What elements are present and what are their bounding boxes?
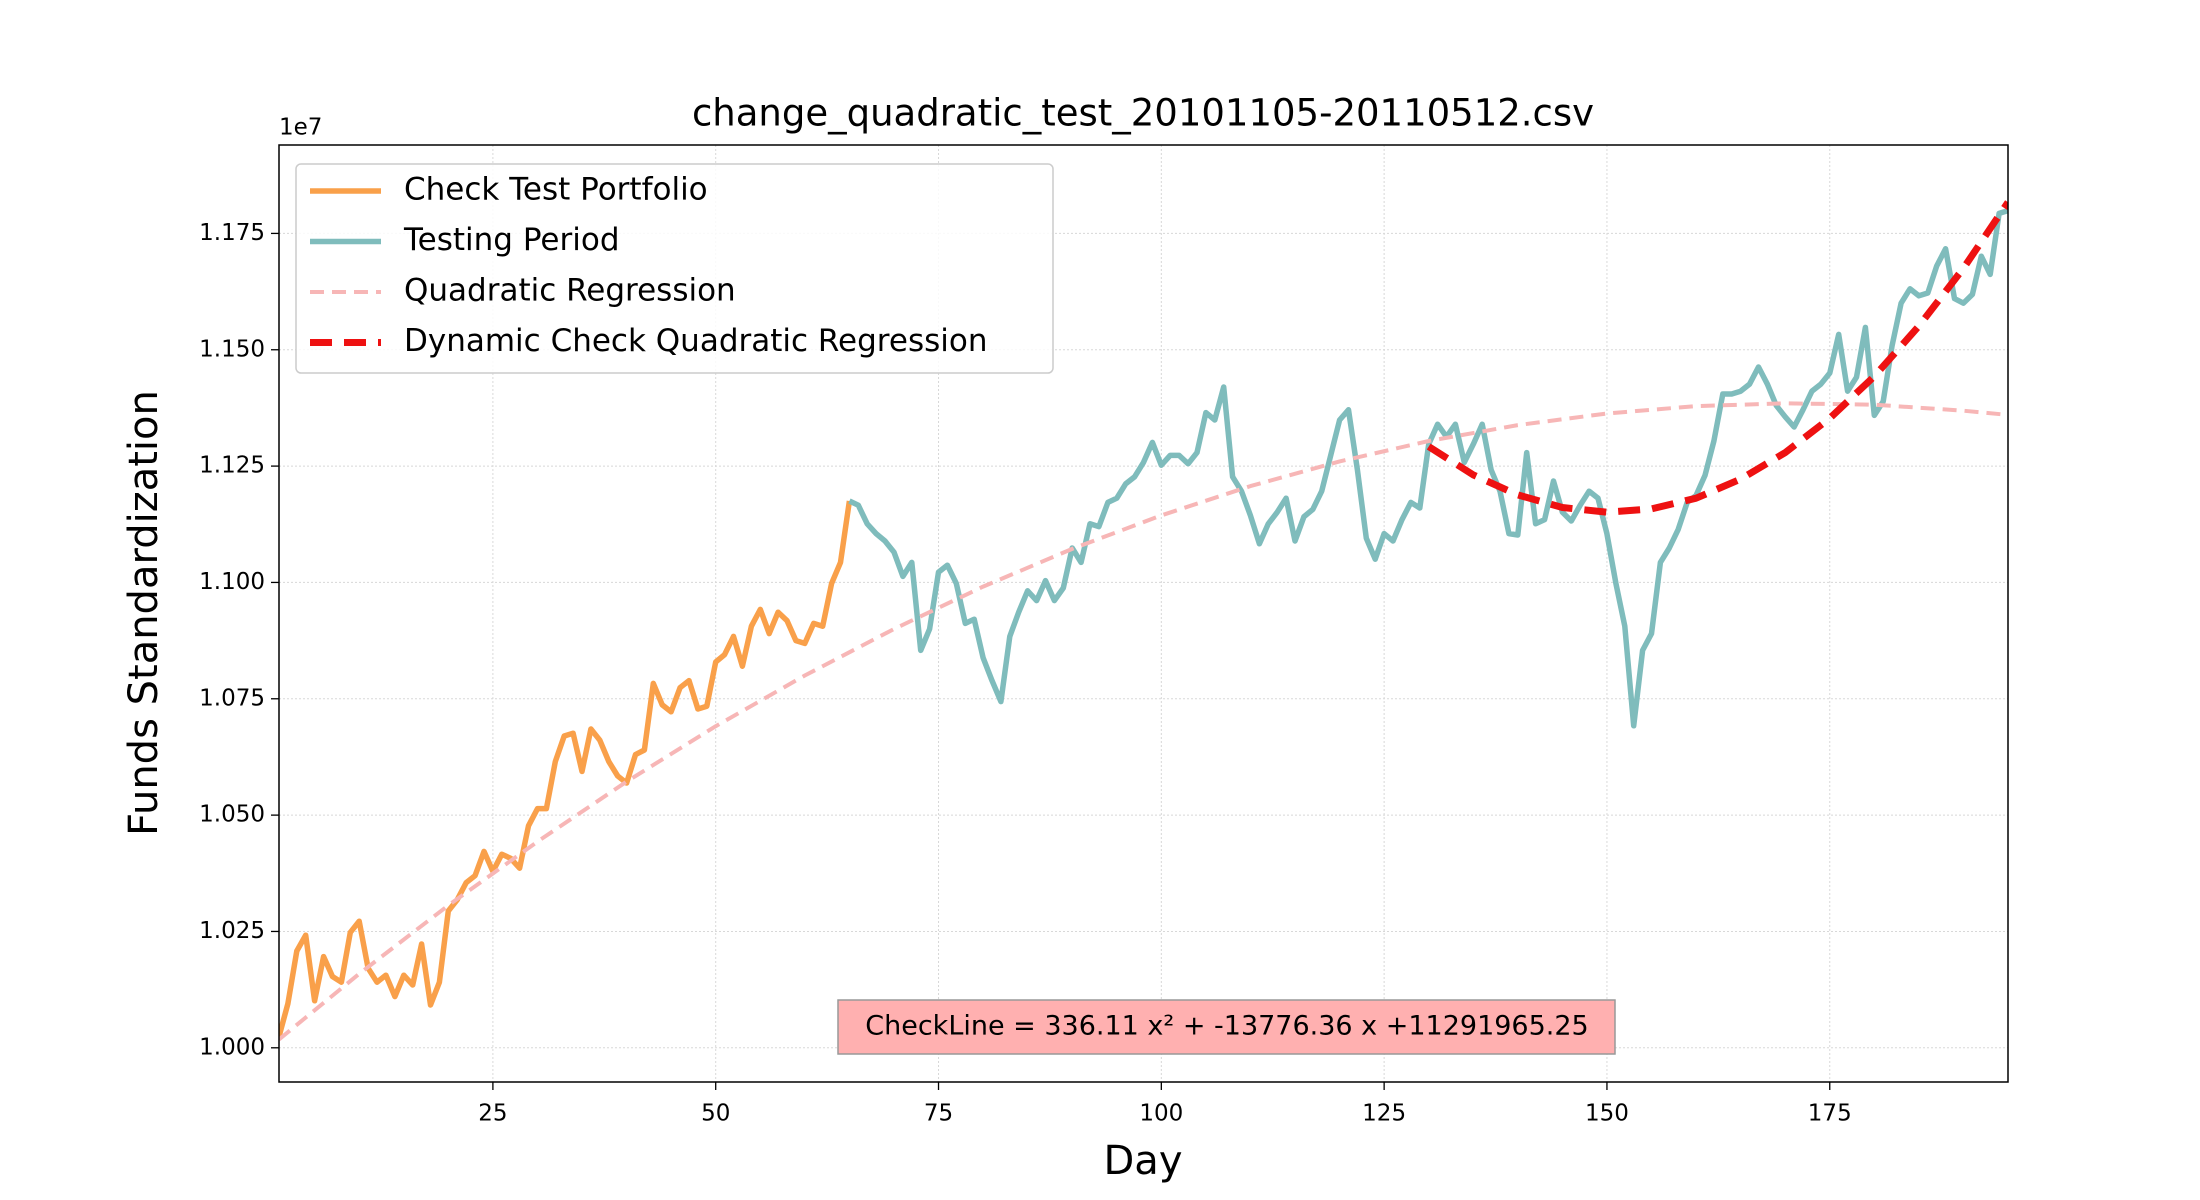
legend-box xyxy=(295,163,1054,374)
y-tick-label: 1.000 xyxy=(199,1034,265,1060)
x-tick-label: 100 xyxy=(1139,1101,1183,1127)
x-tick-label: 175 xyxy=(1808,1101,1852,1127)
annotation: CheckLine = 336.11 x² + -13776.36 x +112… xyxy=(865,1011,1588,1042)
legend-label: Quadratic Regression xyxy=(404,273,736,309)
y-axis-label: Funds Standardization xyxy=(121,390,167,836)
x-tick-label: 25 xyxy=(478,1101,507,1127)
x-tick-label: 150 xyxy=(1585,1101,1629,1127)
series-line xyxy=(279,500,853,1038)
x-tick-label: 125 xyxy=(1362,1101,1406,1127)
legend-label: Dynamic Check Quadratic Regression xyxy=(404,323,987,359)
y-offset-label: 1e7 xyxy=(279,115,322,141)
x-axis-label: Day xyxy=(1104,1138,1183,1184)
series-line xyxy=(279,401,2008,1041)
x-tick-label: 75 xyxy=(924,1101,953,1127)
legend-label: Testing Period xyxy=(403,222,620,258)
y-tick-label: 1.125 xyxy=(199,453,265,479)
y-tick-label: 1.025 xyxy=(199,918,265,944)
y-tick-label: 1.150 xyxy=(199,336,265,362)
annotation-box xyxy=(837,999,1616,1055)
y-tick-label: 1.175 xyxy=(199,220,265,246)
legend-label: Check Test Portfolio xyxy=(404,172,708,208)
y-tick-label: 1.050 xyxy=(199,802,265,828)
chart-title: change_quadratic_test_20101105-20110512.… xyxy=(692,92,1594,135)
y-tick-label: 1.100 xyxy=(199,569,265,595)
y-tick-label: 1.075 xyxy=(199,685,265,711)
series-line xyxy=(1426,200,2008,516)
x-tick-label: 50 xyxy=(701,1101,730,1127)
plot-frame xyxy=(278,144,2009,1083)
series-line xyxy=(848,207,2008,729)
